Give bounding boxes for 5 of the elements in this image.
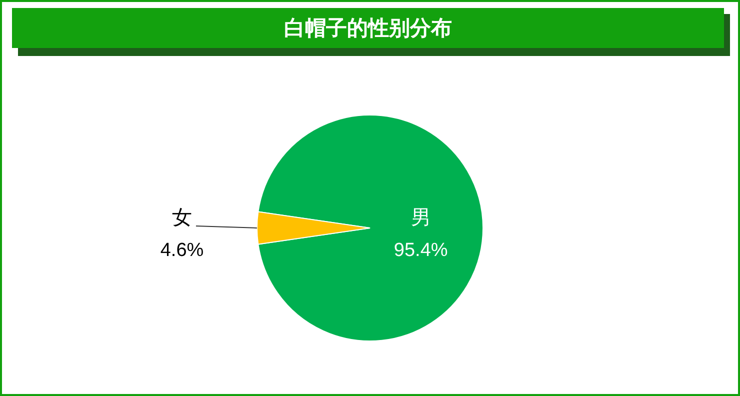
chart-title: 白帽子的性别分布 xyxy=(284,17,452,40)
data-label: 95.4% xyxy=(394,240,448,261)
slice-label: 男 xyxy=(410,207,431,229)
slice-label: 女 xyxy=(172,207,192,229)
data-label: 4.6% xyxy=(160,240,204,261)
